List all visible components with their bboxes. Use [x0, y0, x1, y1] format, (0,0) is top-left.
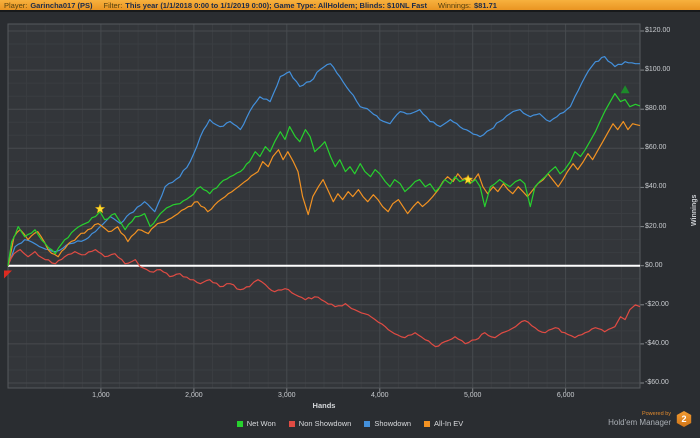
legend-item-non-showdown: Non Showdown [288, 419, 352, 428]
filter-segment: Filter: This year (1/1/2018 0:00 to 1/1/2… [104, 0, 427, 12]
player-value: Garincha017 (PS) [30, 1, 93, 10]
app-name-text: Hold'em Manager [608, 418, 671, 427]
x-axis-tick-label: 3,000 [278, 392, 296, 399]
winnings-value: $81.71 [473, 1, 497, 10]
graph-status-bar: Player: Garincha017 (PS) Filter: This year… [0, 0, 700, 12]
x-axis-tick-label: 2,000 [185, 392, 203, 399]
y-axis-tick-label: -$40.00 [645, 339, 669, 347]
legend-swatch-icon [424, 420, 431, 427]
y-axis-tick-label: -$60.00 [645, 379, 669, 386]
y-axis-tick-label: $20.00 [645, 222, 667, 230]
legend-swatch-icon [236, 420, 243, 427]
filter-value: This year (1/1/2018 0:00 to 1/1/2019 0:0… [125, 1, 427, 10]
winnings-label-text: Winnings: [438, 1, 471, 10]
y-axis-tick-label: $60.00 [645, 144, 667, 152]
holdem-manager-logo-icon: 2 [676, 411, 692, 427]
y-axis-tick-label: $80.00 [645, 105, 667, 113]
x-axis-tick-label: 4,000 [370, 392, 389, 399]
x-axis-tick-label: 6,000 [556, 392, 575, 399]
y-axis-tick-label: $100.00 [645, 66, 671, 74]
x-axis-tick-label: 1,000 [92, 392, 110, 399]
branding-area: Powered by Hold'em Manager 2 [608, 411, 692, 427]
legend-swatch-icon [288, 420, 295, 427]
branding-text: Powered by Hold'em Manager [608, 411, 671, 427]
powered-by-text: Powered by [641, 411, 671, 417]
legend-item-all-in-ev: All-In EV [424, 419, 463, 428]
y-axis-tick-label: $0.00 [645, 261, 663, 269]
legend-item-showdown: Showdown [364, 419, 411, 428]
player-segment: Player: Garincha017 (PS) [4, 0, 92, 12]
legend-label: Non Showdown [298, 419, 352, 428]
legend-label: Showdown [374, 419, 412, 428]
legend-item-net-won: Net Won [236, 419, 276, 428]
winnings-segment: Winnings: $81.71 [438, 0, 497, 12]
player-label: Player: [4, 1, 28, 10]
x-axis-tick-label: 5,000 [463, 392, 482, 399]
legend-swatch-icon [364, 420, 371, 427]
legend-label: All-In EV [434, 419, 464, 428]
y-axis-title: Winnings [691, 194, 698, 226]
y-axis-tick-label: $40.00 [645, 183, 667, 191]
filter-label: Filter: [103, 1, 123, 10]
y-axis-tick-label: $120.00 [645, 27, 671, 34]
chart-legend: Net Won Non Showdown Showdown All-In EV [0, 419, 700, 428]
legend-label: Net Won [246, 419, 276, 428]
x-axis-title: Hands [312, 401, 336, 410]
y-axis-tick-label: -$20.00 [645, 300, 669, 308]
